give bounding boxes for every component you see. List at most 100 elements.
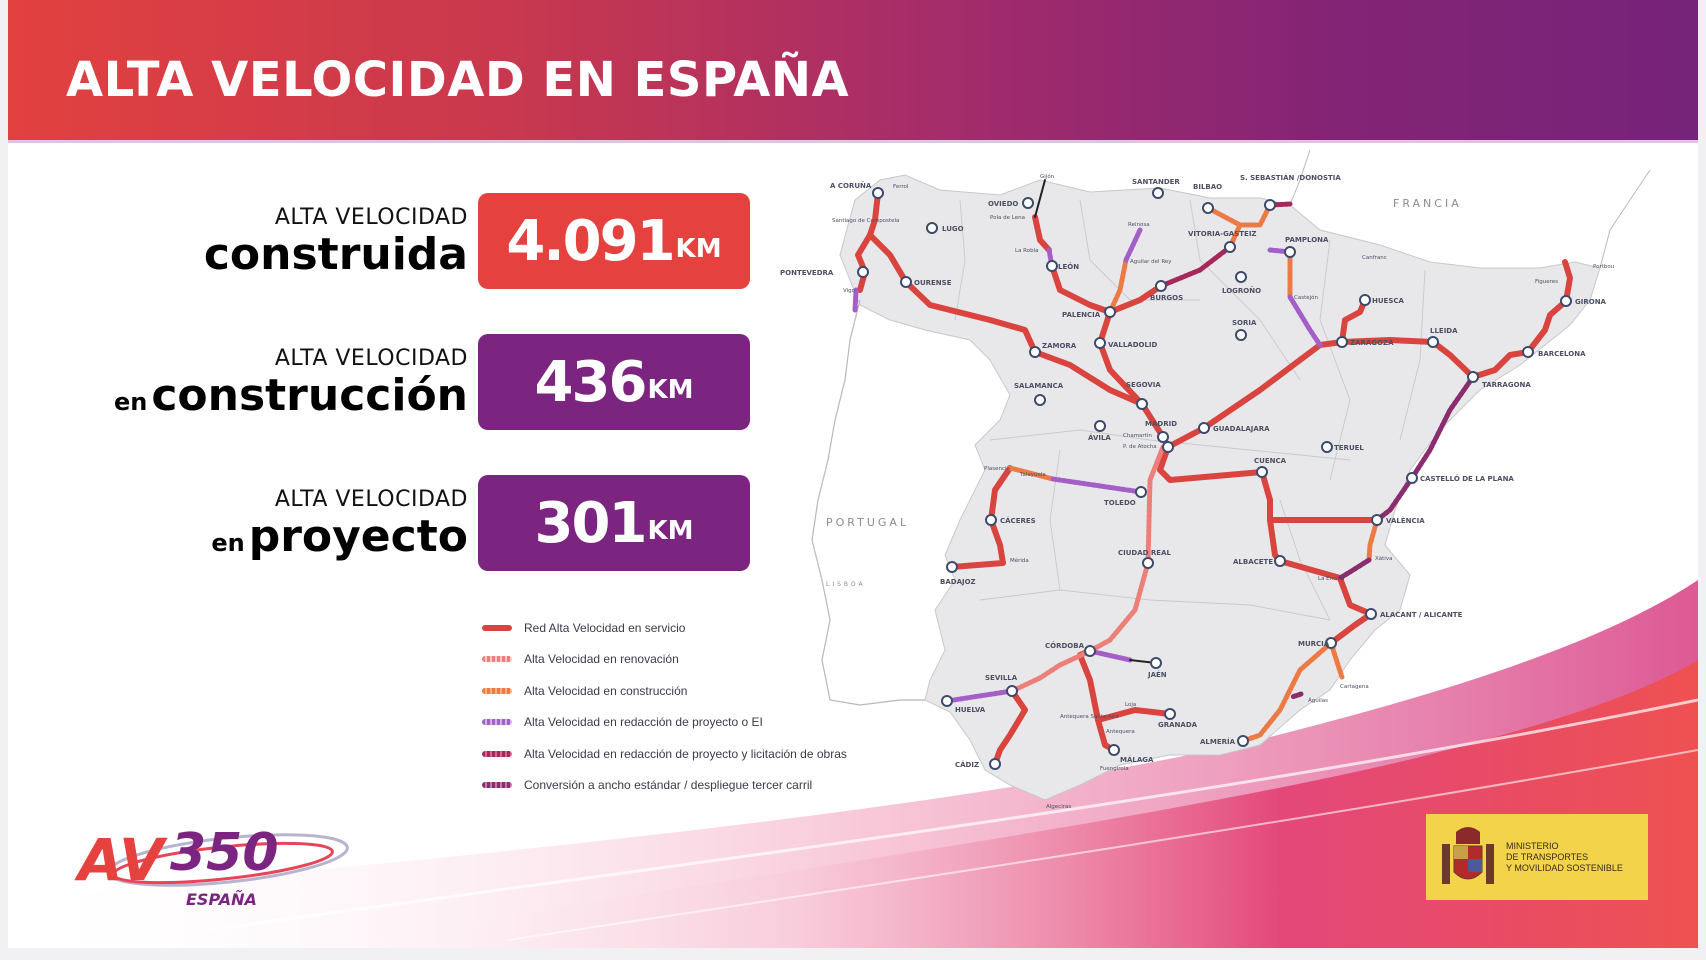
svg-text:ESPAÑA: ESPAÑA (186, 890, 257, 909)
svg-text:S. SEBASTIÁN /DONOSTIA: S. SEBASTIÁN /DONOSTIA (1240, 173, 1341, 182)
svg-text:ZARAGOZA: ZARAGOZA (1350, 339, 1394, 347)
svg-text:LUGO: LUGO (942, 225, 964, 233)
stat-word-text: construcción (151, 370, 468, 421)
svg-text:Fuengirola: Fuengirola (1100, 766, 1129, 772)
svg-text:SEVILLA: SEVILLA (985, 674, 1018, 682)
svg-text:Chamartín: Chamartín (1123, 432, 1152, 439)
svg-text:Canfranc: Canfranc (1362, 255, 1387, 261)
svg-text:LOGROÑO: LOGROÑO (1222, 286, 1261, 295)
stat-unit: KM (647, 516, 694, 546)
svg-text:SALAMANCA: SALAMANCA (1014, 382, 1064, 390)
legend-item-construction: Alta Velocidad en construcción (482, 675, 847, 707)
svg-text:Talayuela: Talayuela (1019, 472, 1046, 478)
svg-text:MÁLAGA: MÁLAGA (1120, 755, 1154, 764)
country-labels: PORTUGAL FRANCIA LISBOA (826, 197, 1459, 588)
svg-text:PAMPLONA: PAMPLONA (1285, 236, 1329, 244)
stat-word-text: proyecto (248, 511, 468, 562)
svg-text:BURGOS: BURGOS (1150, 294, 1183, 302)
portugal-coast (811, 299, 925, 706)
svg-text:La Robla: La Robla (1015, 248, 1039, 254)
stat-in-project: ALTA VELOCIDAD enproyecto 301 KM (8, 475, 768, 587)
svg-text:PONTEVEDRA: PONTEVEDRA (780, 269, 834, 277)
line-dotted-icon (482, 750, 512, 757)
line-project-ei (852, 227, 1323, 704)
stat-word-text: construida (203, 229, 468, 280)
rail-lines (852, 179, 1573, 767)
legend-label: Alta Velocidad en redacción de proyecto … (524, 715, 763, 730)
svg-text:VALLADOLID: VALLADOLID (1108, 341, 1158, 349)
svg-text:HUESCA: HUESCA (1372, 297, 1405, 305)
svg-text:Antequera: Antequera (1106, 729, 1135, 735)
slide: ALTA VELOCIDAD EN ESPAÑA ALTA VELOCIDAD … (8, 0, 1698, 948)
svg-text:ZAMORA: ZAMORA (1042, 342, 1077, 350)
svg-text:LISBOA: LISBOA (826, 581, 866, 588)
svg-text:JAÉN: JAÉN (1147, 670, 1167, 679)
svg-text:MURCIA: MURCIA (1298, 640, 1330, 648)
legend-label: Alta Velocidad en construcción (524, 683, 688, 698)
svg-text:GUADALAJARA: GUADALAJARA (1213, 425, 1270, 433)
svg-text:MADRID: MADRID (1145, 420, 1177, 428)
stat-unit: KM (647, 375, 694, 405)
svg-text:PORTUGAL: PORTUGAL (826, 516, 909, 529)
svg-text:BADAJOZ: BADAJOZ (940, 578, 976, 586)
svg-text:ALBACETE: ALBACETE (1233, 558, 1273, 566)
svg-text:Castejón: Castejón (1294, 294, 1319, 301)
stat-value: 4.091 (506, 208, 675, 274)
svg-text:SANTANDER: SANTANDER (1132, 178, 1180, 186)
svg-text:CÁCERES: CÁCERES (1000, 516, 1036, 525)
station-markers (857, 187, 1572, 770)
legend-label: Alta Velocidad en redacción de proyecto … (524, 746, 847, 761)
town-labels: Ferrol Santiago de Compostela Vigo Gijón… (832, 173, 1614, 810)
map-legend: Red Alta Velocidad en servicio Alta Velo… (482, 612, 847, 801)
spain-landmass (839, 174, 1601, 801)
header-banner (8, 0, 1698, 140)
svg-text:LEÓN: LEÓN (1058, 262, 1079, 271)
svg-text:La Encina: La Encina (1318, 576, 1345, 582)
line-dotted-icon (482, 782, 512, 789)
svg-text:Figueres: Figueres (1535, 279, 1558, 285)
stat-word: enconstrucción (114, 370, 468, 421)
page-title: ALTA VELOCIDAD EN ESPAÑA (66, 52, 850, 108)
svg-text:A CORUÑA: A CORUÑA (830, 181, 872, 190)
svg-text:Reinosa: Reinosa (1128, 222, 1150, 228)
svg-text:ALACANT / ALICANTE: ALACANT / ALICANTE (1380, 611, 1463, 619)
av350-logo: AV 350 ESPAÑA (58, 808, 358, 918)
svg-text:CIUDAD REAL: CIUDAD REAL (1118, 549, 1171, 557)
legend-label: Red Alta Velocidad en servicio (524, 620, 686, 635)
stat-built: ALTA VELOCIDAD construida 4.091 KM (8, 193, 768, 305)
svg-text:VITORIA-GASTEIZ: VITORIA-GASTEIZ (1188, 230, 1257, 238)
svg-text:AV: AV (74, 826, 168, 894)
stat-value: 301 (534, 490, 648, 556)
background-swoosh (8, 580, 1698, 948)
stat-word: construida (204, 229, 468, 280)
svg-text:VALÈNCIA: VALÈNCIA (1386, 516, 1425, 525)
svg-text:Mérida: Mérida (1010, 557, 1029, 564)
spain-rail-map: A CORUÑA PONTEVEDRA LUGO OURENSE OVIEDO … (780, 149, 1651, 810)
legend-item-gauge-conversion: Conversión a ancho estándar / despliegue… (482, 770, 847, 802)
stat-value: 436 (534, 349, 648, 415)
svg-text:SEGOVIA: SEGOVIA (1126, 381, 1161, 389)
line-dotted-icon (482, 719, 512, 726)
svg-text:CÓRDOBA: CÓRDOBA (1045, 641, 1085, 650)
svg-text:ALMERÍA: ALMERÍA (1200, 737, 1236, 746)
svg-text:Antequera Santa Ana: Antequera Santa Ana (1060, 714, 1119, 720)
ministry-name: MINISTERIO DE TRANSPORTES Y MOVILIDAD SO… (1506, 840, 1623, 873)
svg-text:GIRONA: GIRONA (1575, 298, 1607, 306)
stat-value-box: 4.091 KM (478, 193, 750, 289)
svg-text:TARRAGONA: TARRAGONA (1482, 381, 1531, 389)
svg-text:Cartagena: Cartagena (1340, 684, 1369, 690)
ministry-logo: MINISTERIO DE TRANSPORTES Y MOVILIDAD SO… (1426, 814, 1648, 900)
svg-text:Portbou: Portbou (1593, 264, 1614, 270)
svg-text:Algeciras: Algeciras (1046, 804, 1071, 810)
svg-text:CÁDIZ: CÁDIZ (955, 760, 979, 769)
coat-of-arms-icon (1442, 827, 1494, 884)
svg-text:Ferrol: Ferrol (893, 184, 909, 190)
svg-text:Pola de Lena: Pola de Lena (990, 215, 1025, 221)
line-dotted-icon (482, 687, 512, 694)
line-construction (1007, 202, 1380, 744)
line-gauge-conversion (1289, 374, 1476, 700)
stat-en: en (211, 529, 245, 557)
france-east-coast (1599, 169, 1651, 269)
svg-text:Santiago de Compostela: Santiago de Compostela (832, 218, 899, 224)
svg-text:350: 350 (170, 823, 279, 883)
